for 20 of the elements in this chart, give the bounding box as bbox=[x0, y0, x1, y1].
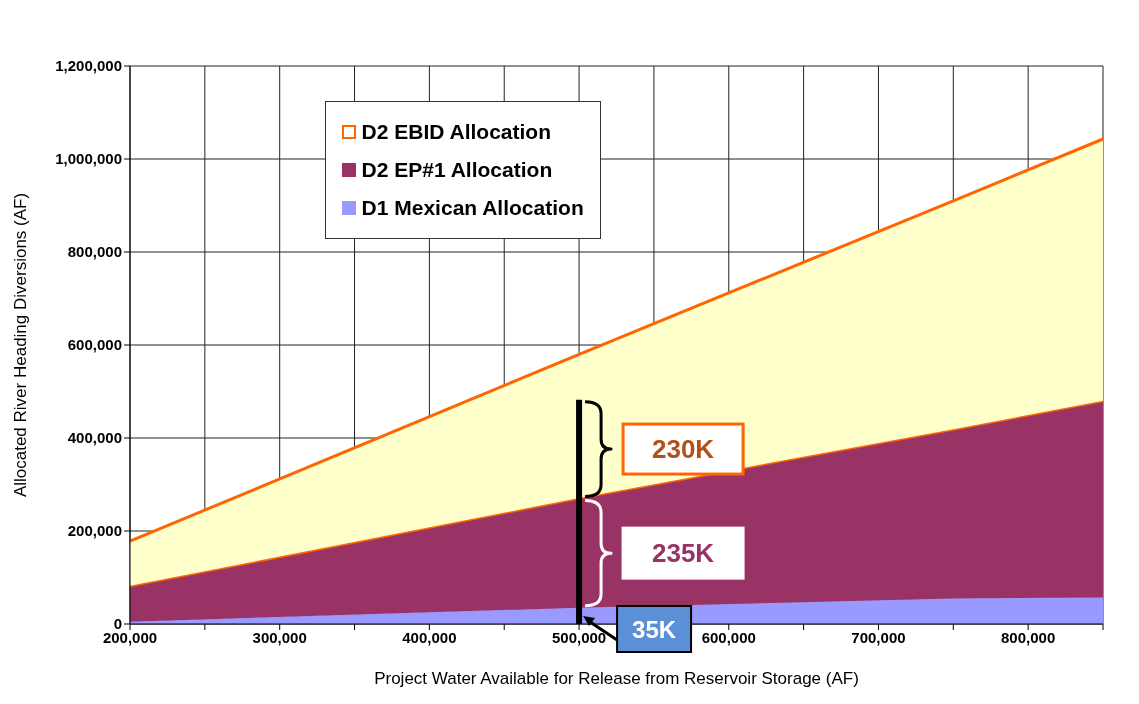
legend-label: D2 EBID Allocation bbox=[361, 120, 552, 144]
y-tick-label: 1,000,000 bbox=[55, 150, 122, 168]
y-tick-label: 1,200,000 bbox=[55, 57, 122, 75]
y-tick-label: 400,000 bbox=[67, 429, 122, 447]
annotation: 235K bbox=[652, 538, 715, 569]
y-tick-label: 800,000 bbox=[67, 243, 122, 261]
annotation: 230K bbox=[652, 434, 715, 465]
x-tick-label: 700,000 bbox=[851, 628, 906, 646]
y-tick-label: 200,000 bbox=[67, 522, 122, 540]
x-tick-label: 500,000 bbox=[551, 628, 607, 646]
y-tick-label: 600,000 bbox=[67, 336, 122, 354]
x-tick-label: 600,000 bbox=[701, 628, 756, 646]
x-tick-label: 300,000 bbox=[252, 628, 307, 646]
legend-label: D1 Mexican Allocation bbox=[361, 196, 584, 220]
legend-label: D2 EP#1 Allocation bbox=[361, 158, 553, 182]
x-tick-label: 800,000 bbox=[1001, 628, 1056, 646]
x-tick-label: 400,000 bbox=[402, 628, 457, 646]
x-axis-title: Project Water Available for Release from Reservoir Storage (AF) bbox=[374, 669, 859, 688]
y-axis-title: Allocated River Heading Diversions (AF) bbox=[11, 192, 31, 498]
annotation: 35K bbox=[632, 616, 677, 643]
